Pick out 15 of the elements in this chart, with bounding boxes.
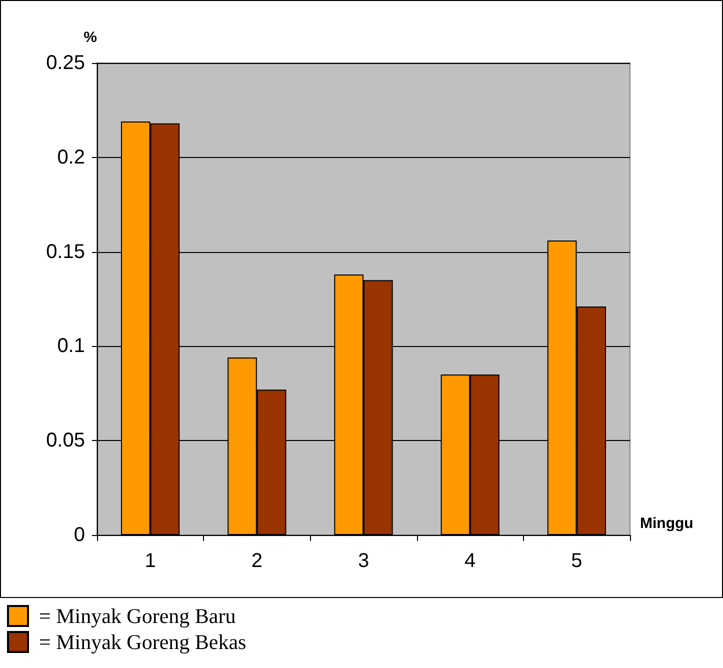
y-tick-label: 0.15 [46,240,85,263]
legend-label: = Minyak Goreng Bekas [39,630,246,654]
legend-label: = Minyak Goreng Baru [39,604,236,628]
x-tick-label: 1 [144,550,156,572]
y-tick-label: 0 [74,524,85,546]
x-tick-label: 3 [358,550,370,572]
y-tick-label: 0.05 [46,430,85,452]
x-tick-label: 2 [251,550,262,572]
y-tick-label: 0.25 [46,52,85,74]
y-tick-label: 0.1 [57,335,85,358]
y-tick-label: 0.2 [57,146,85,168]
x-tick-label: 5 [571,550,582,572]
x-axis-title: Minggu [640,515,694,532]
y-axis-title: % [84,29,97,46]
x-tick-label: 4 [464,550,476,572]
